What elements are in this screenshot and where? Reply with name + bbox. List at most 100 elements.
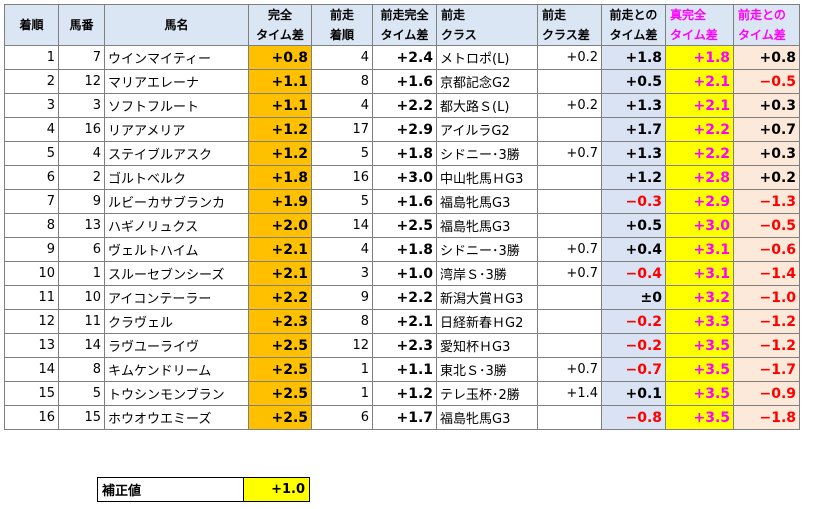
horse-name-cell: ソフトフルート	[104, 93, 249, 118]
prev-time-diff-cell: −0.4	[601, 261, 666, 286]
prev-diff2-cell: −0.6	[733, 237, 800, 262]
horse-no-cell: 2	[58, 165, 105, 190]
horse-name-cell: アイコンテーラー	[104, 285, 249, 310]
prev-full-time-cell: +1.0	[372, 261, 437, 286]
prev-rank-cell: 8	[311, 69, 373, 94]
prev-class-cell: 湾岸Ｓ･3勝	[436, 261, 538, 286]
horse-no-cell: 4	[58, 141, 105, 166]
prev-full-time-cell: +1.2	[372, 381, 437, 406]
horse-no-cell: 11	[58, 309, 105, 334]
prev-full-time-cell: +1.6	[372, 69, 437, 94]
prev-rank-cell: 17	[311, 117, 373, 142]
prev-class-diff-cell	[537, 189, 602, 214]
full-time-diff-cell: +2.5	[248, 357, 312, 382]
prev-full-time-cell: +1.6	[372, 189, 437, 214]
rank-cell: 4	[4, 117, 59, 142]
full-time-diff-cell: +2.0	[248, 213, 312, 238]
prev-class-cell: 愛知杯ＨG3	[436, 333, 538, 358]
full-time-diff-cell: +1.1	[248, 93, 312, 118]
header-prev-class-diff: 前走 クラス差	[537, 4, 602, 46]
prev-rank-cell: 9	[311, 285, 373, 310]
true-full-time-cell: +3.2	[665, 285, 734, 310]
rank-cell: 13	[4, 333, 59, 358]
prev-time-diff-cell: −0.8	[601, 405, 666, 430]
header-prev-full: 前走完全 タイム差	[372, 4, 437, 46]
full-time-diff-cell: +1.9	[248, 189, 312, 214]
prev-diff2-cell: −1.2	[733, 309, 800, 334]
full-time-diff-cell: +0.8	[248, 45, 312, 70]
prev-class-diff-cell	[537, 213, 602, 238]
prev-time-diff-cell: +1.7	[601, 117, 666, 142]
table-body: 1 7 ウインマイティー +0.8 4 +2.4 メトロポ(L) +0.2 +1.8 +1.8 +0…	[4, 45, 800, 430]
horse-name-cell: クラヴェル	[104, 309, 249, 334]
horse-no-cell: 6	[58, 237, 105, 262]
horse-no-cell: 14	[58, 333, 105, 358]
prev-rank-cell: 16	[311, 165, 373, 190]
true-full-time-cell: +2.1	[665, 93, 734, 118]
true-full-time-cell: +3.0	[665, 213, 734, 238]
true-full-time-cell: +3.1	[665, 237, 734, 262]
table-row: 14 8 キムケンドリーム +2.5 1 +1.1 東北Ｓ･3勝 +0.7 −0.7 +3.5 −1…	[4, 357, 800, 382]
correction-table: 補正値 +1.0	[97, 477, 310, 502]
prev-rank-cell: 14	[311, 213, 373, 238]
rank-cell: 8	[4, 213, 59, 238]
table-row: 10 1 スルーセブンシーズ +2.1 3 +1.0 湾岸Ｓ･3勝 +0.7 −0.4 +3.1−…	[4, 261, 800, 286]
prev-full-time-cell: +1.7	[372, 405, 437, 430]
prev-diff2-cell: −1.8	[733, 405, 800, 430]
prev-class-diff-cell: +0.7	[537, 357, 602, 382]
horse-name-cell: トウシンモンブラン	[104, 381, 249, 406]
horse-no-cell: 15	[58, 405, 105, 430]
rank-cell: 14	[4, 357, 59, 382]
horse-no-cell: 5	[58, 381, 105, 406]
rank-cell: 3	[4, 93, 59, 118]
prev-class-diff-cell: +0.2	[537, 93, 602, 118]
prev-rank-cell: 5	[311, 189, 373, 214]
true-full-time-cell: +2.9	[665, 189, 734, 214]
table-row: 3 3 ソフトフルート +1.1 4 +2.2 都大路Ｓ(L) +0.2 +1.3 +2.1 +0.…	[4, 93, 800, 118]
true-full-time-cell: +3.1	[665, 261, 734, 286]
table-row: 9 6 ヴェルトハイム +2.1 4 +1.8 シドニー･3勝 +0.7 +0.4 +3.1 −0.…	[4, 237, 800, 262]
prev-time-diff-cell: +0.4	[601, 237, 666, 262]
header-rank: 着順	[4, 4, 59, 46]
prev-full-time-cell: +3.0	[372, 165, 437, 190]
prev-diff2-cell: +0.3	[733, 141, 800, 166]
horse-name-cell: ヴェルトハイム	[104, 237, 249, 262]
header-full-time: 完全 タイム差	[248, 4, 312, 46]
rank-cell: 10	[4, 261, 59, 286]
prev-rank-cell: 4	[311, 93, 373, 118]
horse-name-cell: ウインマイティー	[104, 45, 249, 70]
prev-class-diff-cell: +0.2	[537, 45, 602, 70]
prev-rank-cell: 5	[311, 141, 373, 166]
horse-name-cell: ルビーカサブランカ	[104, 189, 249, 214]
header-prev-class: 前走 クラス	[436, 4, 538, 46]
prev-full-time-cell: +2.5	[372, 213, 437, 238]
prev-full-time-cell: +2.1	[372, 309, 437, 334]
prev-class-cell: メトロポ(L)	[436, 45, 538, 70]
prev-rank-cell: 12	[311, 333, 373, 358]
true-full-time-cell: +3.5	[665, 405, 734, 430]
table-row: 16 15 ホウオウエミーズ +2.5 6 +1.7 福島牝馬G3 −0.8 +3.5 −1.8	[4, 405, 800, 430]
prev-class-cell: 日経新春ＨG2	[436, 309, 538, 334]
header-horse-no: 馬番	[58, 4, 105, 46]
correction-label: 補正値	[97, 477, 244, 502]
prev-time-diff-cell: −0.2	[601, 309, 666, 334]
prev-class-cell: 福島牝馬G3	[436, 189, 538, 214]
prev-class-cell: テレ玉杯･2勝	[436, 381, 538, 406]
prev-class-cell: 福島牝馬G3	[436, 213, 538, 238]
full-time-diff-cell: +2.5	[248, 333, 312, 358]
header-prev-diff2: 前走との タイム差	[733, 4, 800, 46]
horse-no-cell: 10	[58, 285, 105, 310]
table-row: 4 16 リアアメリア +1.2 17 +2.9 アイルラG2 +1.7 +2.2 +0.7	[4, 117, 800, 142]
table-row: 8 13 ハギノリュクス +2.0 14 +2.5 福島牝馬G3 +0.5 +3.0 −0.5	[4, 213, 800, 238]
full-time-diff-cell: +1.2	[248, 117, 312, 142]
prev-class-diff-cell	[537, 165, 602, 190]
prev-diff2-cell: +0.2	[733, 165, 800, 190]
horse-name-cell: スルーセブンシーズ	[104, 261, 249, 286]
full-time-diff-cell: +2.3	[248, 309, 312, 334]
horse-name-cell: ラヴユーライヴ	[104, 333, 249, 358]
prev-diff2-cell: −1.3	[733, 189, 800, 214]
rank-cell: 6	[4, 165, 59, 190]
horse-no-cell: 9	[58, 189, 105, 214]
prev-full-time-cell: +2.9	[372, 117, 437, 142]
header-prev-rank: 前走 着順	[311, 4, 373, 46]
